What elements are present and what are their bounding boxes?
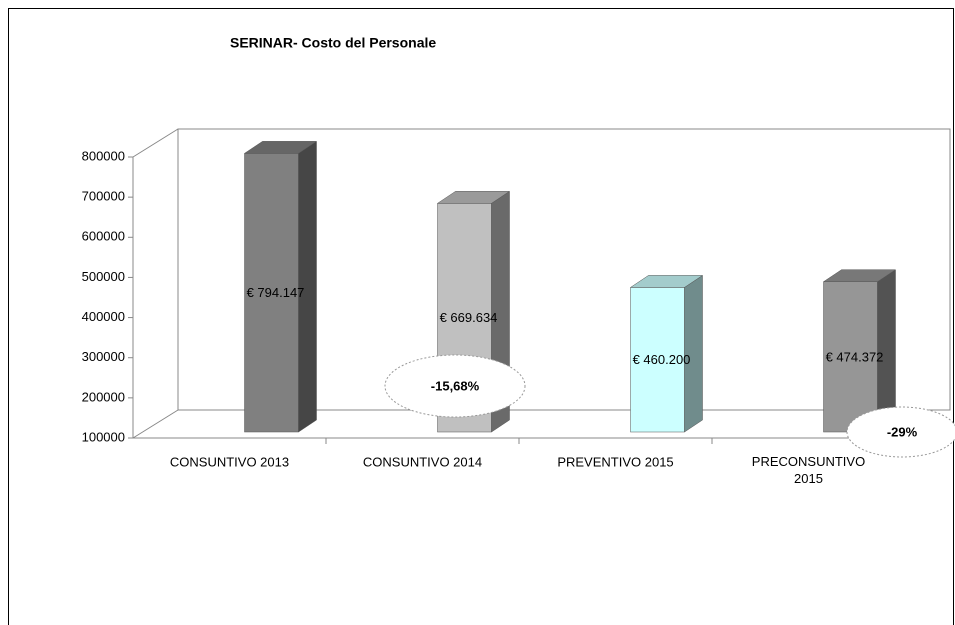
bar-top xyxy=(822,269,897,282)
y-tick-label: 600000 xyxy=(82,229,125,244)
value-label: € 669.634 xyxy=(440,310,498,325)
bar xyxy=(244,153,299,433)
y-tick-label: 500000 xyxy=(82,269,125,284)
y-tick-label: 700000 xyxy=(82,189,125,204)
x-tick-label: CONSUNTIVO 2014 xyxy=(363,454,482,469)
bar-top xyxy=(243,141,318,154)
x-tick-label: PRECONSUNTIVO 2015 xyxy=(752,454,865,486)
annotation: -15,68% xyxy=(431,378,480,393)
y-tick-label: 300000 xyxy=(82,349,125,364)
bar xyxy=(630,287,685,433)
x-tick-label: PREVENTIVO 2015 xyxy=(557,454,673,469)
x-tick-label: CONSUNTIVO 2013 xyxy=(170,454,289,469)
y-tick-label: 800000 xyxy=(82,148,125,163)
annotation-bubble xyxy=(384,354,526,418)
side-wall xyxy=(132,128,179,439)
y-tick-label: 200000 xyxy=(82,389,125,404)
annotation: -29% xyxy=(887,424,918,439)
bar xyxy=(823,281,878,433)
value-label: € 460.200 xyxy=(633,352,691,367)
value-label: € 794.147 xyxy=(247,285,305,300)
bar-top xyxy=(629,275,704,288)
y-tick-label: 100000 xyxy=(82,429,125,444)
chart-title: SERINAR- Costo del Personale xyxy=(230,35,436,51)
back-wall xyxy=(177,128,951,411)
y-tick-label: 400000 xyxy=(82,309,125,324)
value-label: € 474.372 xyxy=(826,349,884,364)
annotation-bubble xyxy=(846,406,955,458)
bar-top xyxy=(436,191,511,204)
